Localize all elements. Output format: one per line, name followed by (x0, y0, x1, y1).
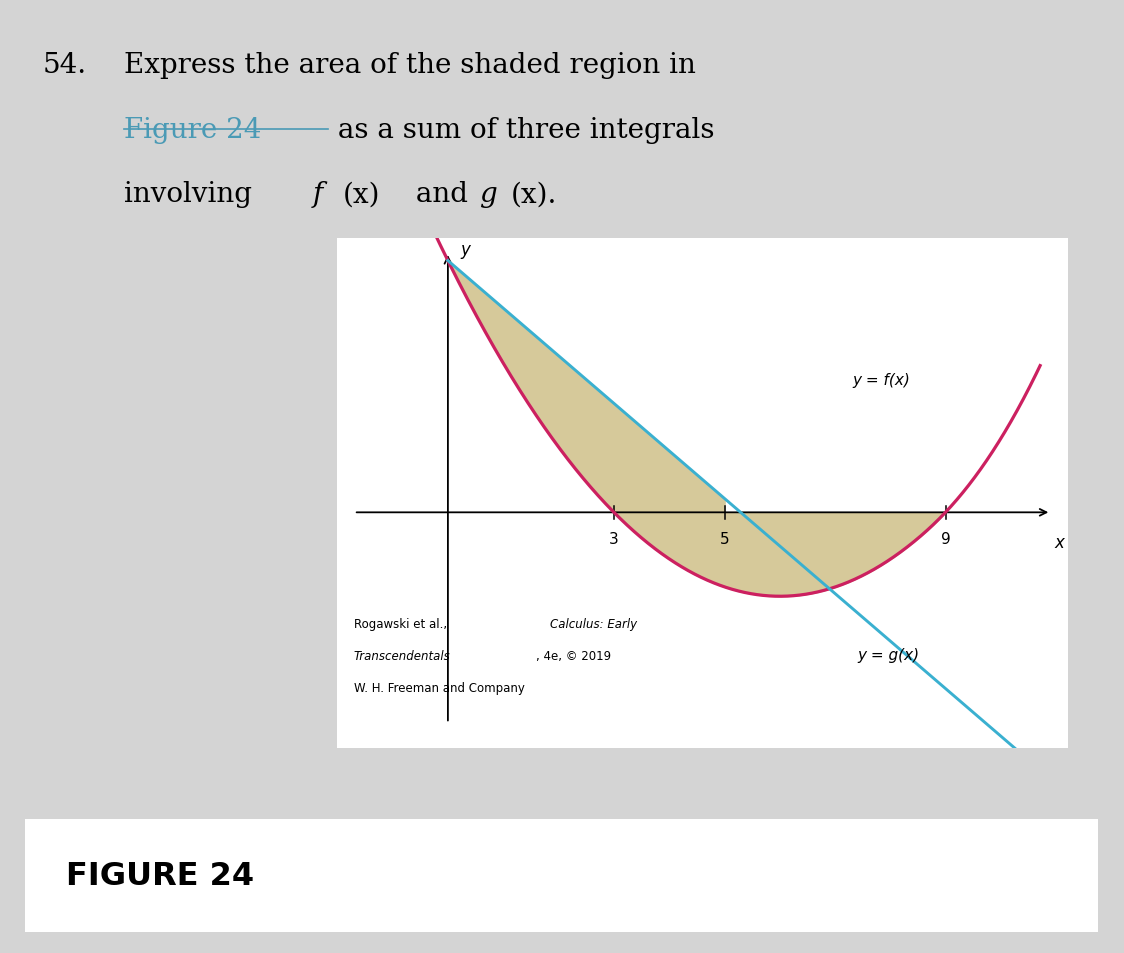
Text: y = g(x): y = g(x) (858, 647, 919, 662)
Text: (x).: (x). (510, 181, 556, 208)
Text: FIGURE 24: FIGURE 24 (65, 861, 254, 891)
Text: 54.: 54. (43, 52, 87, 79)
Text: Calculus: Early: Calculus: Early (551, 618, 637, 631)
Text: 9: 9 (941, 532, 951, 546)
Text: 5: 5 (719, 532, 729, 546)
Text: g: g (480, 181, 507, 208)
Text: y: y (460, 241, 470, 258)
Text: Transcendentals: Transcendentals (354, 649, 451, 662)
Text: involving: involving (124, 181, 261, 208)
Text: y = f(x): y = f(x) (852, 373, 909, 388)
Text: x: x (1054, 534, 1064, 552)
Text: 3: 3 (609, 532, 619, 546)
Text: W. H. Freeman and Company: W. H. Freeman and Company (354, 681, 525, 694)
Text: Figure 24: Figure 24 (124, 117, 261, 144)
Text: Express the area of the shaded region in: Express the area of the shaded region in (124, 52, 696, 79)
Text: f: f (312, 181, 332, 208)
Text: (x): (x) (343, 181, 380, 208)
Text: as a sum of three integrals: as a sum of three integrals (329, 117, 715, 144)
Text: Rogawski et al.,: Rogawski et al., (354, 618, 451, 631)
Text: , 4e, © 2019: , 4e, © 2019 (536, 649, 611, 662)
Text: and: and (407, 181, 477, 208)
